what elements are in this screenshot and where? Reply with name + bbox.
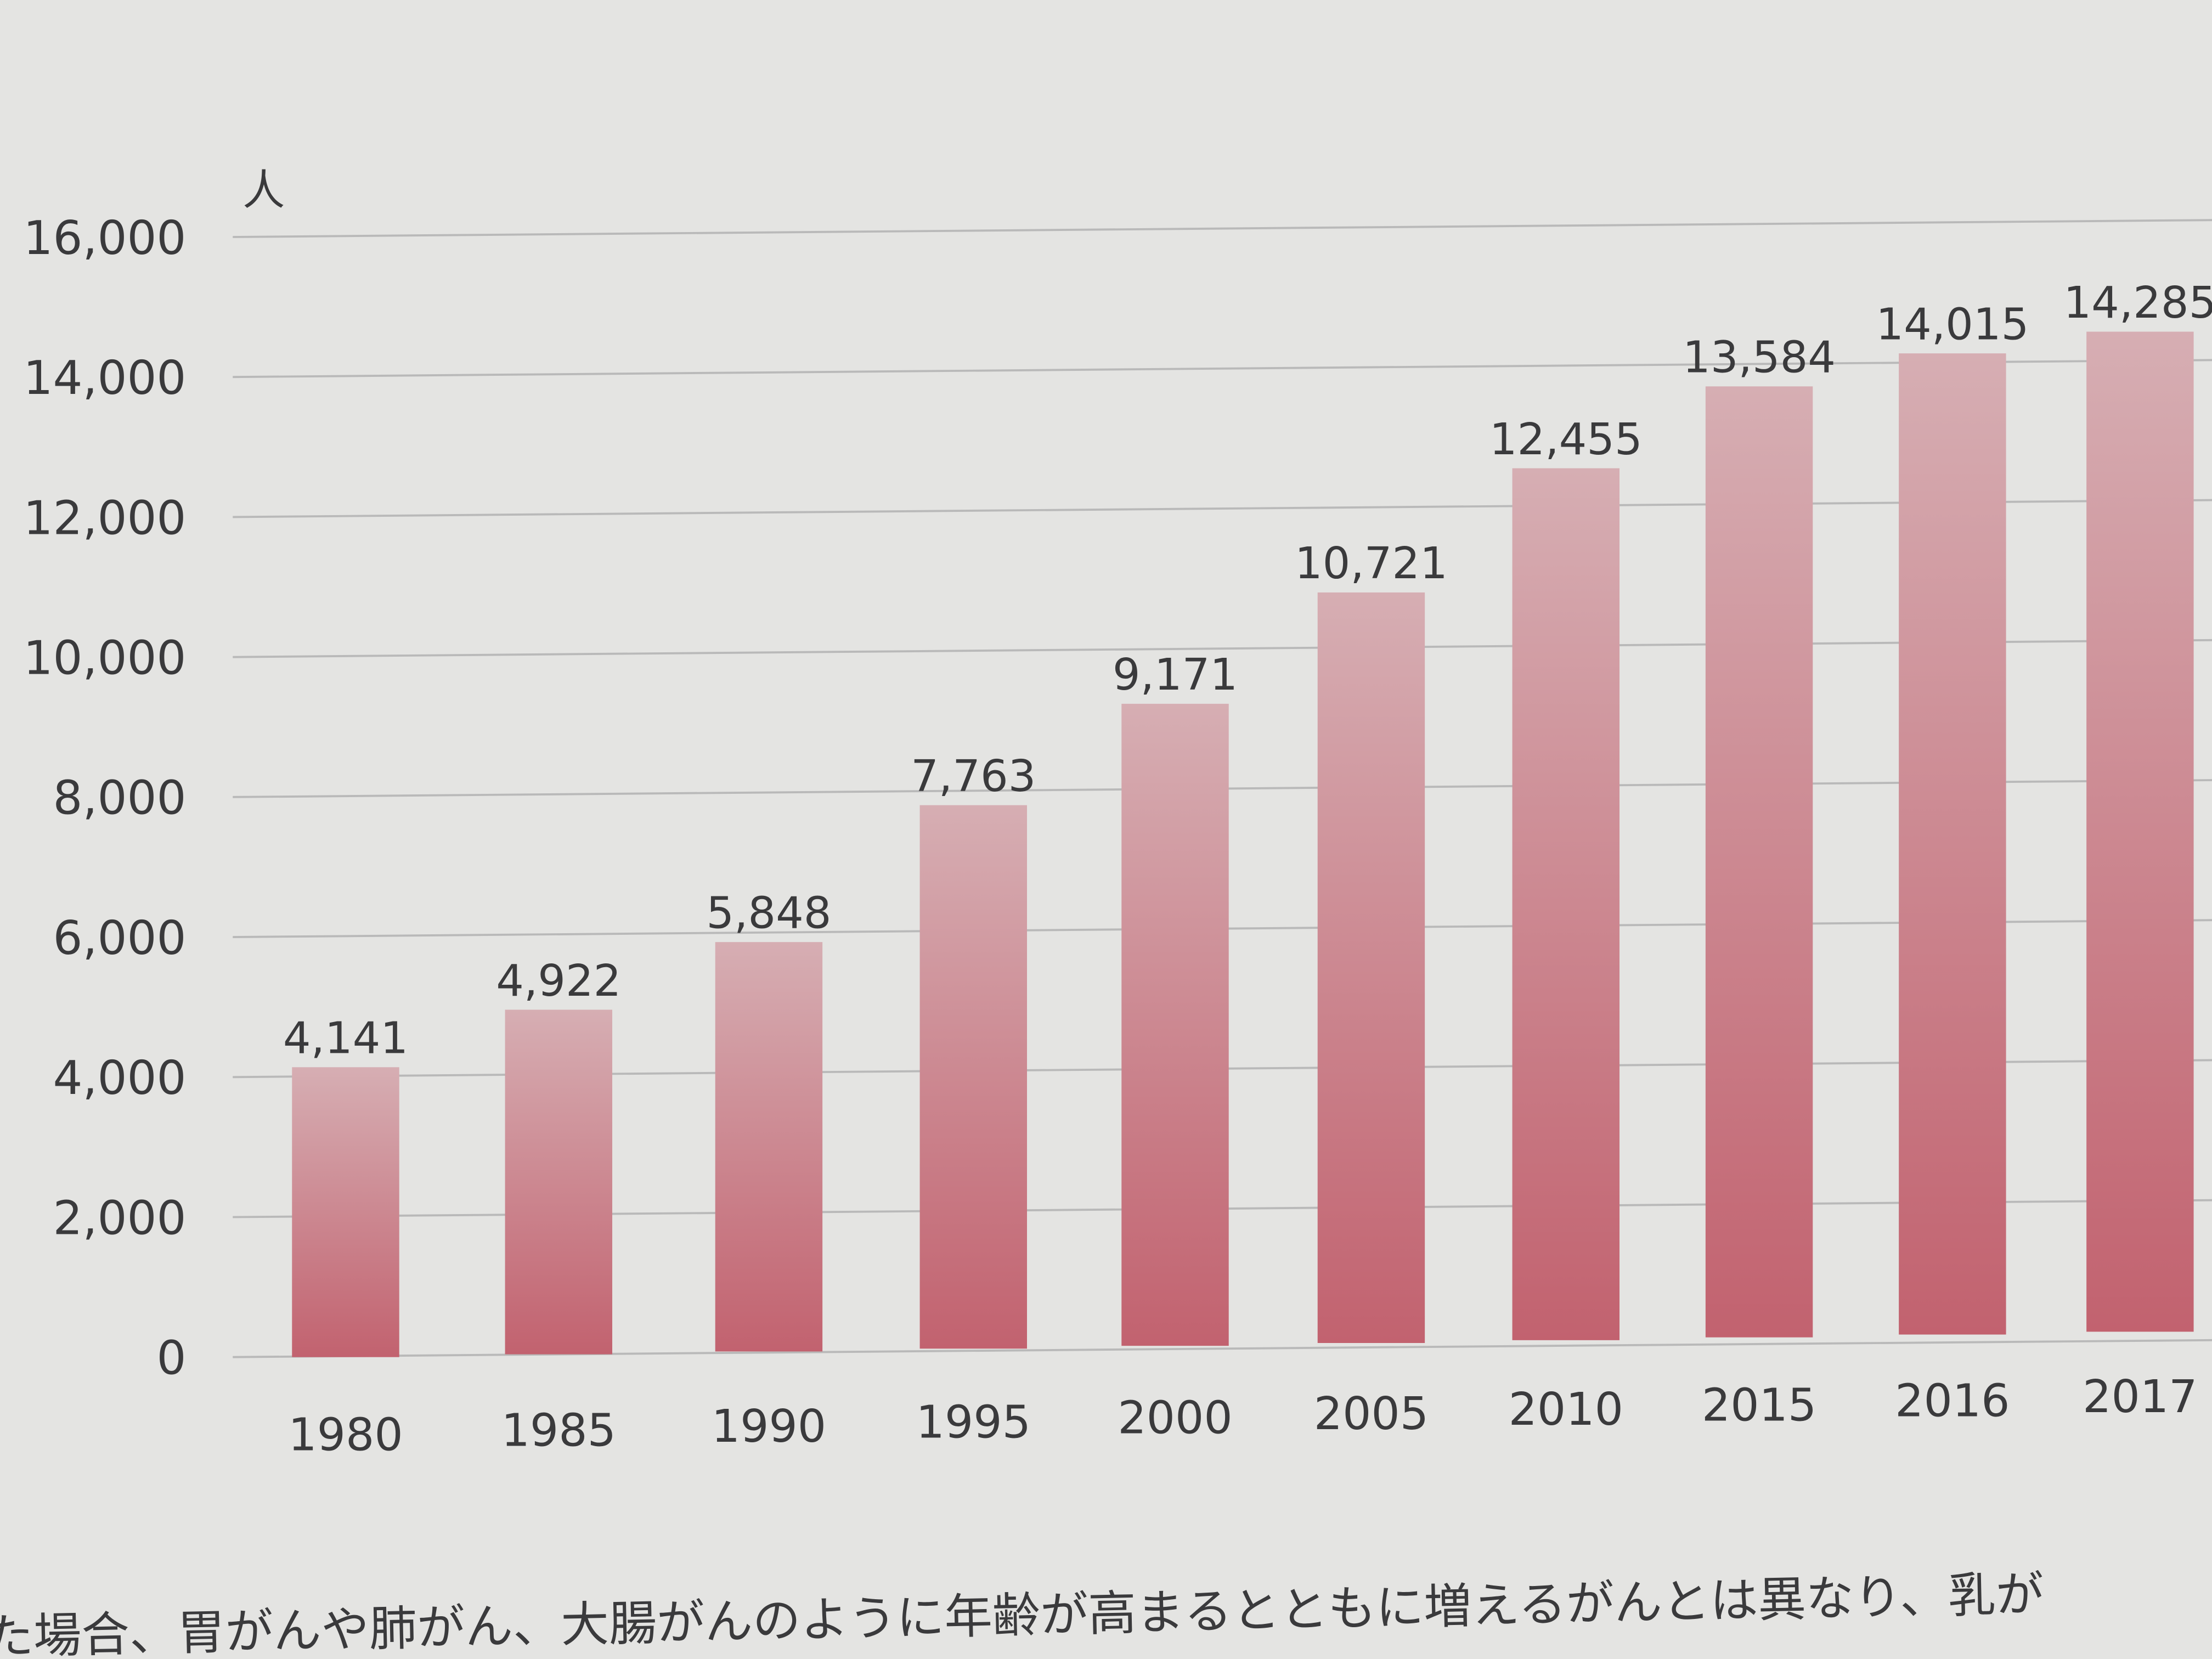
bar-2010 [1512,468,1620,1340]
bar-2016 [1899,353,2006,1335]
x-tick-label: 2000 [1118,1392,1232,1444]
data-label: 14,015 [1876,298,2029,349]
bar-1995 [919,805,1027,1349]
gridline [233,219,2212,238]
data-label: 10,721 [1295,538,1448,589]
data-label: 7,763 [911,751,1036,802]
gridline [233,359,2212,379]
data-label: 12,455 [1489,414,1643,465]
data-label: 9,171 [1113,649,1238,700]
x-tick-label: 1985 [501,1405,616,1457]
y-axis-ticks: 0 2,000 4,000 6,000 8,000 10,000 12,000 14,000 1… [24,211,187,1386]
y-tick-label: 14,000 [24,351,187,405]
x-tick-label: 2005 [1314,1388,1429,1440]
data-label: 13,584 [1683,332,1836,383]
gridline [233,639,2212,658]
caption-text: た場合、胃がんや肺がん、大腸がんのように年齢が高まるとともに増えるがんとは異なり… [0,1566,2044,1659]
bar-2000 [1121,703,1229,1346]
x-tick-label: 1980 [288,1409,403,1461]
x-tick-label: 1995 [916,1396,1031,1448]
gridline [233,499,2212,518]
y-tick-label: 0 [156,1331,186,1386]
y-tick-label: 4,000 [53,1051,187,1105]
y-tick-label: 2,000 [53,1191,187,1245]
y-tick-label: 8,000 [53,771,187,826]
x-tick-label: 2017 [2083,1371,2197,1423]
bar-2005 [1317,592,1425,1343]
x-tick-label: 1990 [712,1401,826,1453]
x-tick-label: 2016 [1895,1375,2010,1427]
data-label: 14,285 [2063,277,2212,328]
bar-2015 [1705,386,1813,1338]
x-tick-label: 2010 [1509,1384,1623,1436]
bar-2017 [2086,331,2194,1332]
y-tick-label: 6,000 [53,911,187,966]
gridline [233,1339,2212,1358]
x-tick-label: 2015 [1702,1379,1816,1431]
data-label: 4,922 [496,955,621,1006]
bar-1980 [292,1067,399,1357]
y-tick-label: 10,000 [24,631,187,686]
bars: 4,141 4,922 5,848 7,763 9,171 10,721 12,455 13,… [283,277,2212,1357]
x-axis-ticks: 1980 1985 1990 1995 2000 2005 2010 2015 2016 2017 [288,1371,2197,1461]
y-tick-label: 16,000 [24,211,187,266]
y-tick-label: 12,000 [24,491,187,545]
data-label: 4,141 [283,1013,408,1064]
bar-1985 [505,1009,612,1355]
data-label: 5,848 [706,887,831,938]
y-axis-unit-label: 人 [242,166,285,215]
bar-1990 [715,942,823,1352]
